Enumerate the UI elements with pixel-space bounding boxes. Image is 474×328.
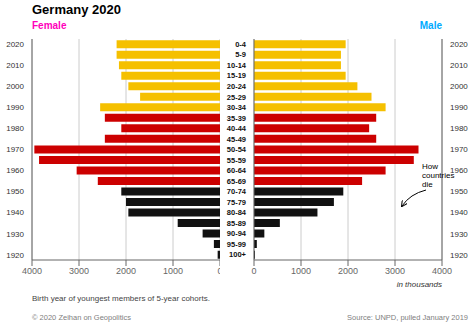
svg-text:50-54: 50-54 [227, 145, 247, 154]
html-text:Source: UNPD, pulled January 2: Source: UNPD, pulled January 2019 [347, 313, 468, 322]
svg-text:1950: 1950 [8, 187, 25, 196]
html-text:Germany 2020: Germany 2020 [32, 2, 121, 17]
svg-text:2020: 2020 [450, 40, 466, 49]
svg-text:2000: 2000 [450, 82, 466, 91]
svg-text:0-4: 0-4 [235, 40, 247, 49]
svg-text:0: 0 [251, 266, 256, 276]
svg-text:2010: 2010 [450, 61, 466, 70]
svg-text:1930: 1930 [450, 230, 466, 239]
svg-text:1960: 1960 [8, 166, 25, 175]
html-text:Birth year of youngest members: Birth year of youngest members of 5-year… [32, 294, 210, 303]
svg-text:1980: 1980 [450, 124, 466, 133]
svg-text:100+: 100+ [229, 250, 247, 259]
svg-text:35-39: 35-39 [227, 114, 246, 123]
html-text:in thousands: in thousands [396, 280, 442, 289]
svg-text:90-94: 90-94 [227, 229, 247, 238]
svg-text:3000: 3000 [69, 266, 89, 276]
svg-text:1980: 1980 [8, 124, 25, 133]
svg-text:2020: 2020 [8, 40, 25, 49]
svg-text:1920: 1920 [8, 251, 25, 260]
svg-text:80-84: 80-84 [227, 208, 247, 217]
svg-text:15-19: 15-19 [227, 71, 246, 80]
svg-text:30-34: 30-34 [227, 103, 247, 112]
svg-text:1990: 1990 [8, 103, 25, 112]
svg-text:25-29: 25-29 [227, 93, 246, 102]
svg-text:10-14: 10-14 [227, 61, 247, 70]
svg-text:1950: 1950 [450, 187, 466, 196]
svg-text:45-49: 45-49 [227, 135, 246, 144]
svg-text:5-9: 5-9 [235, 50, 246, 59]
svg-text:1970: 1970 [8, 145, 25, 154]
html-text:Female: Female [32, 20, 67, 31]
svg-text:1990: 1990 [450, 103, 466, 112]
svg-text:4000: 4000 [432, 266, 452, 276]
svg-text:60-64: 60-64 [227, 166, 247, 175]
svg-text:1930: 1930 [8, 230, 25, 239]
svg-text:2000: 2000 [116, 266, 136, 276]
svg-text:75-79: 75-79 [227, 198, 246, 207]
svg-text:1000: 1000 [291, 266, 311, 276]
svg-text:3000: 3000 [385, 266, 405, 276]
svg-text:40-44: 40-44 [227, 124, 247, 133]
svg-text:55-59: 55-59 [227, 156, 246, 165]
svg-text:65-69: 65-69 [227, 177, 246, 186]
svg-text:2000: 2000 [338, 266, 358, 276]
svg-text:95-99: 95-99 [227, 240, 246, 249]
html-text:Male: Male [419, 20, 442, 31]
svg-text:1970: 1970 [450, 145, 466, 154]
svg-text:1940: 1940 [8, 208, 25, 217]
svg-text:70-74: 70-74 [227, 187, 247, 196]
svg-text:2010: 2010 [8, 61, 25, 70]
svg-text:1920: 1920 [450, 251, 466, 260]
svg-text:4000: 4000 [22, 266, 42, 276]
svg-text:1940: 1940 [450, 208, 466, 217]
svg-text:2000: 2000 [8, 82, 25, 91]
html-text:© 2020 Zeihan on Geopolitics: © 2020 Zeihan on Geopolitics [32, 313, 131, 322]
svg-text:85-89: 85-89 [227, 219, 246, 228]
svg-text:20-24: 20-24 [227, 82, 247, 91]
html-text:How countries die: How countries die [422, 162, 455, 189]
svg-text:1000: 1000 [163, 266, 183, 276]
svg-text:0: 0 [217, 266, 220, 276]
